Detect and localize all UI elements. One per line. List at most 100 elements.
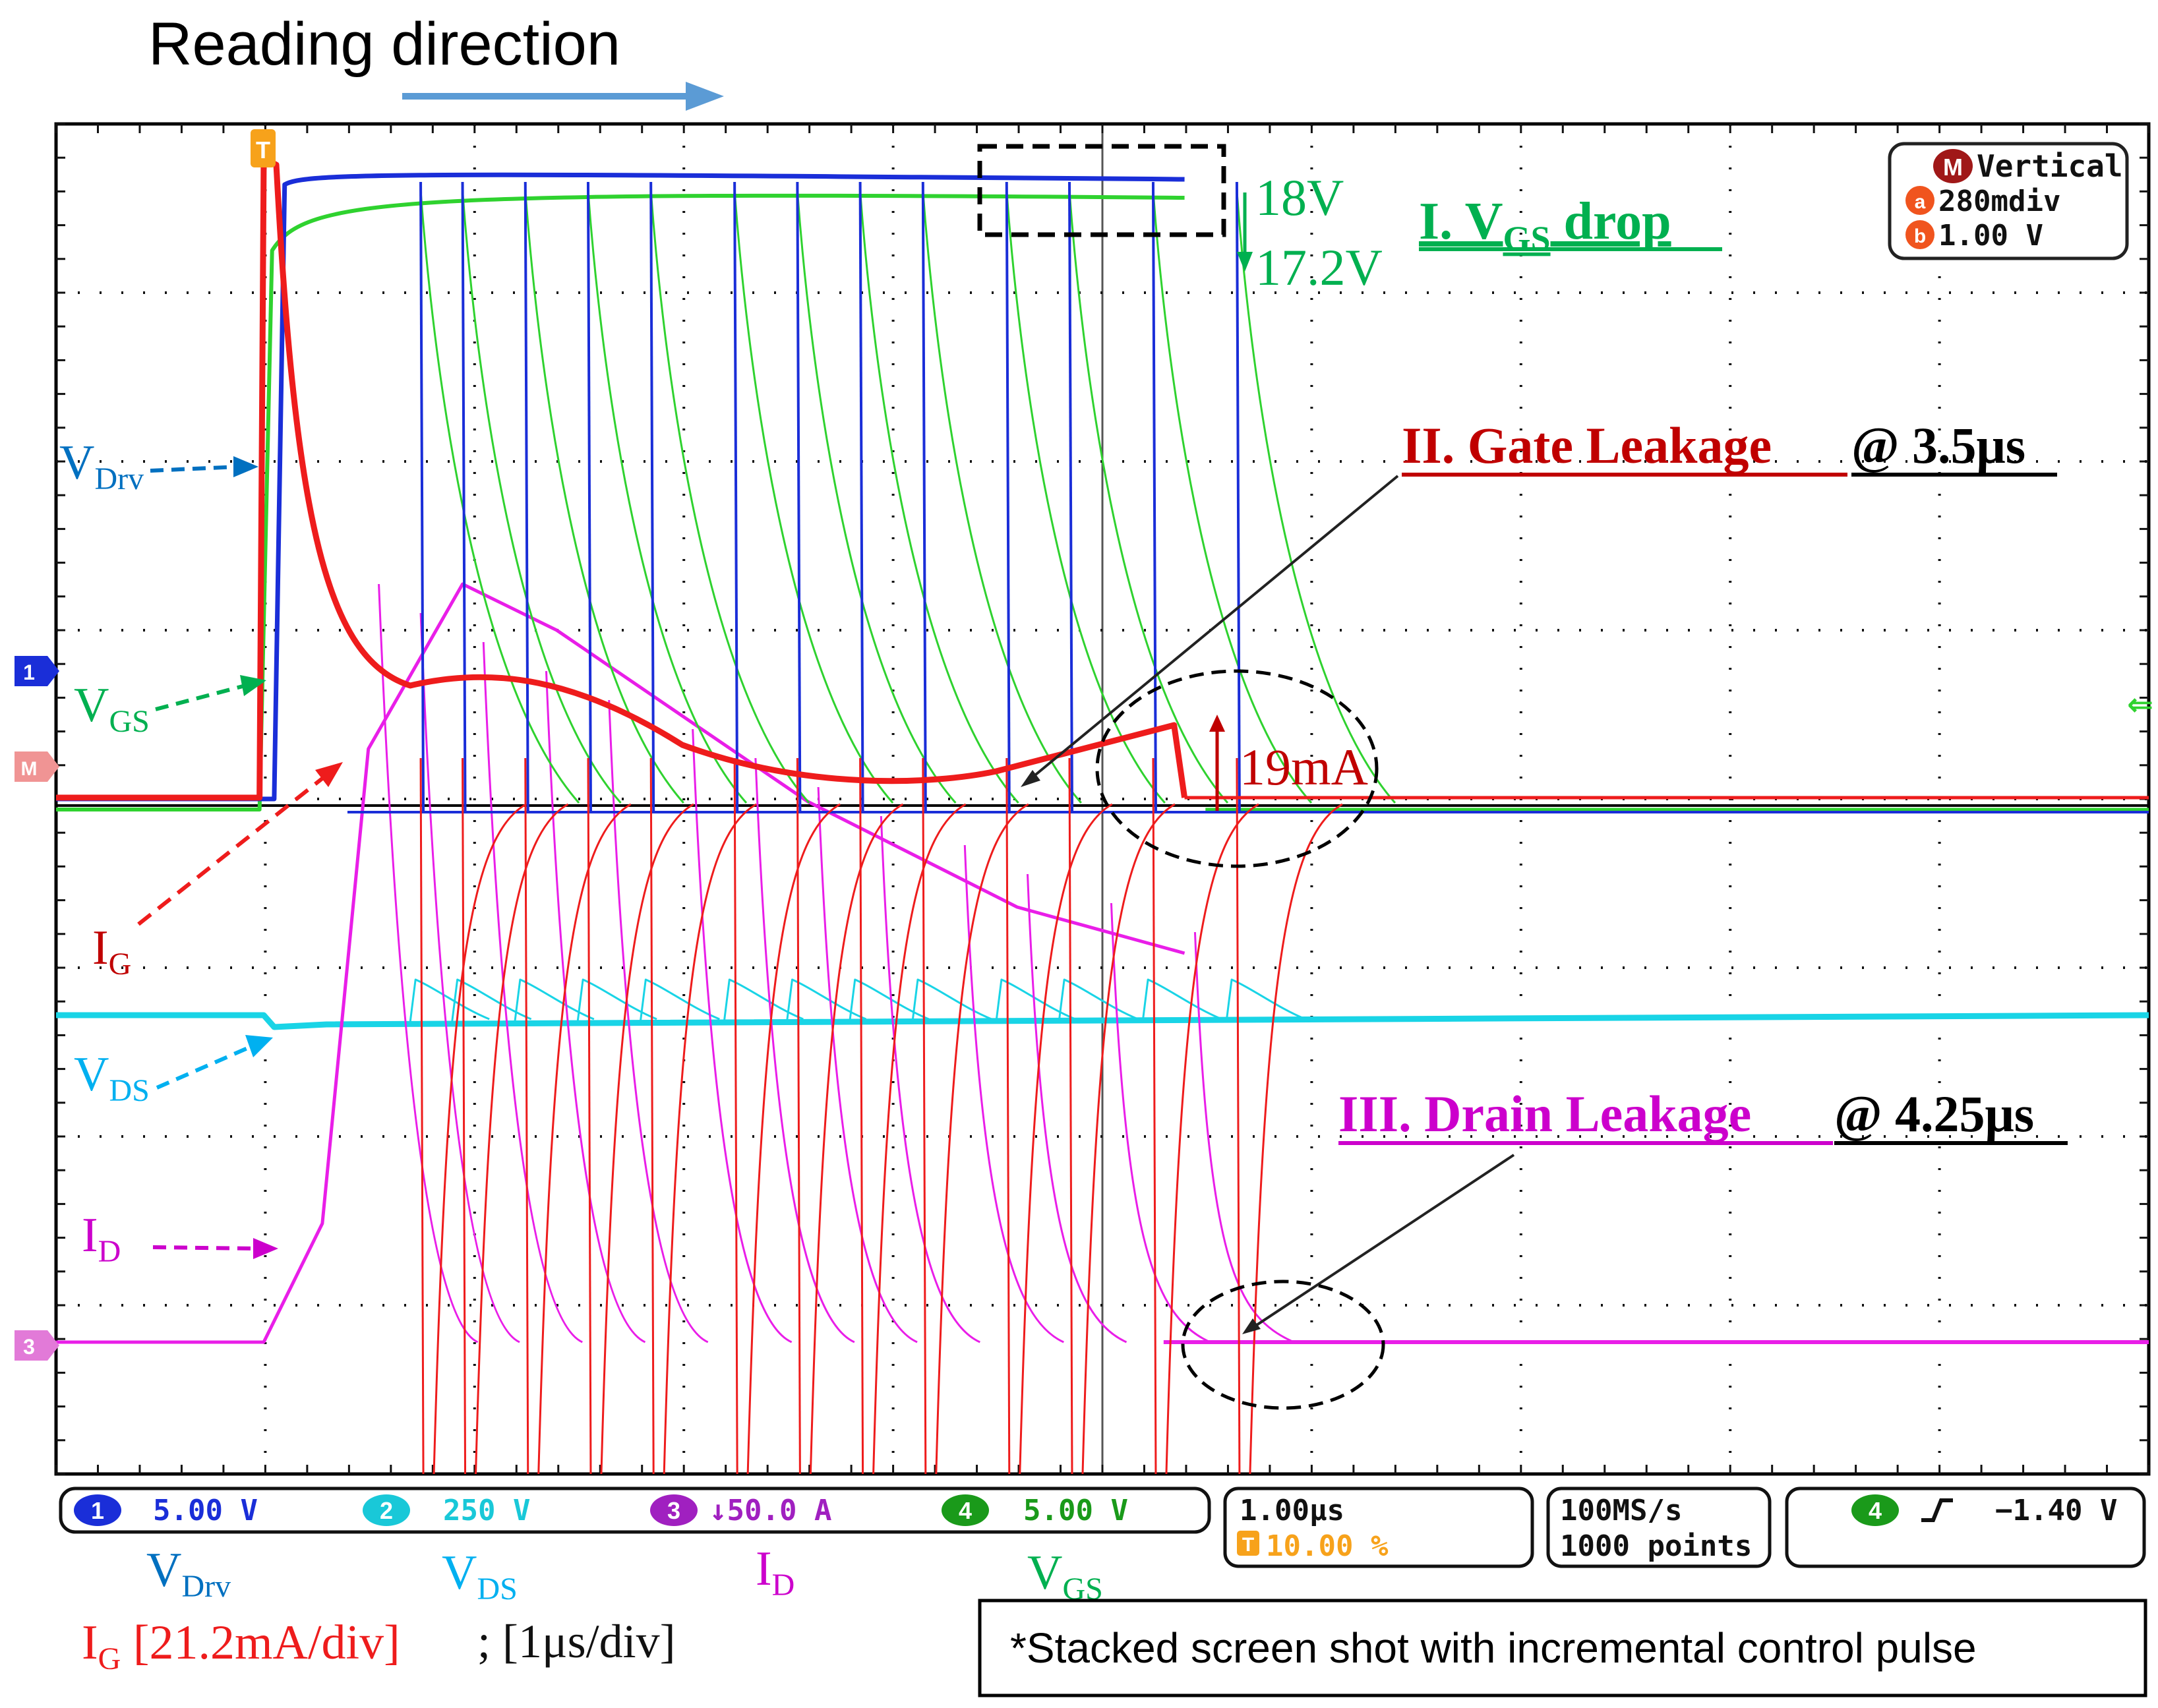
sample-rate: 100MS/s: [1560, 1494, 1682, 1527]
id-turnoff-9: [963, 844, 1064, 1343]
ig-envelope: [56, 155, 1188, 801]
ig-turnoff-spike-7: [859, 757, 864, 1475]
ig-turnoff-spike-12: [1236, 757, 1241, 1475]
vds-pointer: [156, 1045, 252, 1090]
id-envelope: [56, 582, 1185, 1344]
legend-vgs: VGS: [1027, 1546, 1103, 1606]
ig-turnoff-spike-4: [649, 757, 655, 1475]
id-turnoff-3: [545, 670, 646, 1343]
trigger-setting-box: 4 −1.40 V: [1785, 1487, 2146, 1568]
id-turnoff-0: [378, 583, 479, 1343]
ig-turnoff-spike-1: [462, 757, 467, 1475]
vds-turnoff-10: [1058, 978, 1139, 1022]
vgs-turnoff-2: [524, 191, 684, 804]
ig-trace-label: IG: [92, 921, 131, 982]
ig-turnoff-spike-8: [922, 757, 927, 1475]
vertical-b-badge: b: [1914, 225, 1926, 247]
svg-text:5.00 V: 5.00 V: [153, 1494, 258, 1527]
ig-turnoff-spike-2: [524, 757, 529, 1475]
ig-recovery-9: [1019, 803, 1113, 1475]
math-marker: M: [15, 751, 59, 782]
ig-recovery-3: [600, 803, 694, 1475]
drain-leakage-title: III. Drain Leakage: [1338, 1085, 1751, 1142]
acquisition-box: 100MS/s 1000 points: [1546, 1487, 1772, 1568]
vertical-title: Vertical: [1977, 148, 2123, 184]
ig-turnoff-spike-9: [1005, 757, 1011, 1475]
vgs-turnoff-11: [1152, 191, 1313, 804]
vds-trace-label: VDS: [74, 1047, 150, 1108]
vdrv-edge-10: [1067, 181, 1073, 811]
vgs-turnoff-9: [1005, 191, 1166, 804]
id-pointer: [152, 1245, 256, 1251]
ch3-setting: 3 ↓50.0 A: [650, 1494, 831, 1527]
drain-leakage-pointer: [1251, 1154, 1515, 1329]
vertical-readout-box: M Vertical a 280mdiv b 1.00 V: [1888, 142, 2129, 260]
ch4-setting: 4 5.00 V: [942, 1494, 1128, 1527]
trigger-marker: T: [251, 129, 276, 167]
vdrv-edge-1: [461, 181, 467, 811]
ig-recovery-2: [537, 803, 632, 1475]
vgs-turnoff-5: [733, 191, 894, 804]
vdrv-edge-9: [1005, 181, 1011, 811]
vdrv-edge-4: [649, 181, 655, 811]
gate-leakage-title: II. Gate Leakage: [1402, 417, 1772, 474]
id-turnoff-2: [482, 641, 583, 1343]
ig-turnoff-spike-5: [733, 757, 738, 1475]
vdrv-edge-3: [586, 181, 592, 811]
trace-group: [56, 155, 2149, 1475]
footnote-box: [978, 1599, 2147, 1697]
vertical-b-value: 1.00 V: [1938, 219, 2043, 252]
svg-text:4: 4: [959, 1497, 972, 1524]
trigger-channel: 4: [1869, 1497, 1882, 1524]
gate-leakage-ellipse: [1095, 669, 1379, 868]
id-turnoff-12: [1193, 931, 1295, 1343]
vdrv-edge-12: [1235, 181, 1241, 811]
vdrv-edge-8: [921, 181, 927, 811]
channel-3-marker: 3: [15, 1330, 59, 1361]
trigger-position: 10.00 %: [1266, 1529, 1389, 1563]
ch1-setting: 1 5.00 V: [74, 1494, 258, 1527]
vertical-a-badge: a: [1915, 191, 1926, 213]
vdrv-edge-6: [796, 181, 802, 811]
vgs-drop-title: I. VGS drop: [1419, 192, 1671, 258]
timebase-box: 1.00μs T 10.00 %: [1223, 1487, 1534, 1568]
trigger-level: −1.40 V: [1995, 1494, 2117, 1527]
ig-recovery-8: [935, 803, 1029, 1475]
ig-recovery-7: [872, 803, 967, 1475]
vds-turnoff-6: [786, 978, 867, 1022]
svg-text:M: M: [21, 758, 38, 780]
legend-id: ID: [756, 1542, 794, 1603]
reading-direction-arrowhead: [686, 82, 724, 111]
vdrv-edge-7: [858, 181, 864, 811]
legend-vds: VDS: [442, 1546, 518, 1606]
vgs-turnoff-7: [859, 191, 1019, 804]
legend-ig: IG [21.2mA/div]: [82, 1616, 400, 1676]
timebase-value: 1.00μs: [1240, 1494, 1344, 1527]
vdrv-envelope: [56, 172, 1185, 802]
svg-text:↓50.0 A: ↓50.0 A: [709, 1494, 831, 1527]
vgs-turnoff-4: [649, 191, 810, 804]
vdrv-pointer: [150, 465, 239, 473]
drain-leakage-ellipse: [1181, 1280, 1385, 1410]
trigger-badge: T: [1242, 1534, 1254, 1556]
id-turnoff-1: [419, 612, 520, 1343]
rising-edge-icon: [1921, 1498, 1953, 1522]
svg-text:3: 3: [23, 1335, 35, 1359]
vds-turnoff-12: [1225, 978, 1306, 1022]
ig-recovery-11: [1165, 803, 1259, 1475]
vdrv-edge-5: [733, 181, 739, 811]
gate-leakage-pointer: [1027, 475, 1399, 782]
ig-turnoff-spike-3: [587, 757, 592, 1475]
ig-recovery-6: [809, 803, 904, 1475]
vdrv-trace-label: VDrv: [59, 436, 144, 496]
vds-turnoff-8: [911, 978, 992, 1022]
vgs-turnoff-6: [796, 191, 957, 804]
vdrv-edge-2: [524, 181, 529, 811]
ig-turnoff-spike-0: [419, 757, 425, 1475]
channel-4-offscreen-arrow: ⇐: [2127, 688, 2153, 722]
ig-recovery-5: [746, 803, 841, 1475]
reading-direction-label: Reading direction: [148, 11, 620, 78]
grid-ticks: [55, 123, 2150, 1475]
channel-1-marker: 1: [15, 656, 59, 686]
